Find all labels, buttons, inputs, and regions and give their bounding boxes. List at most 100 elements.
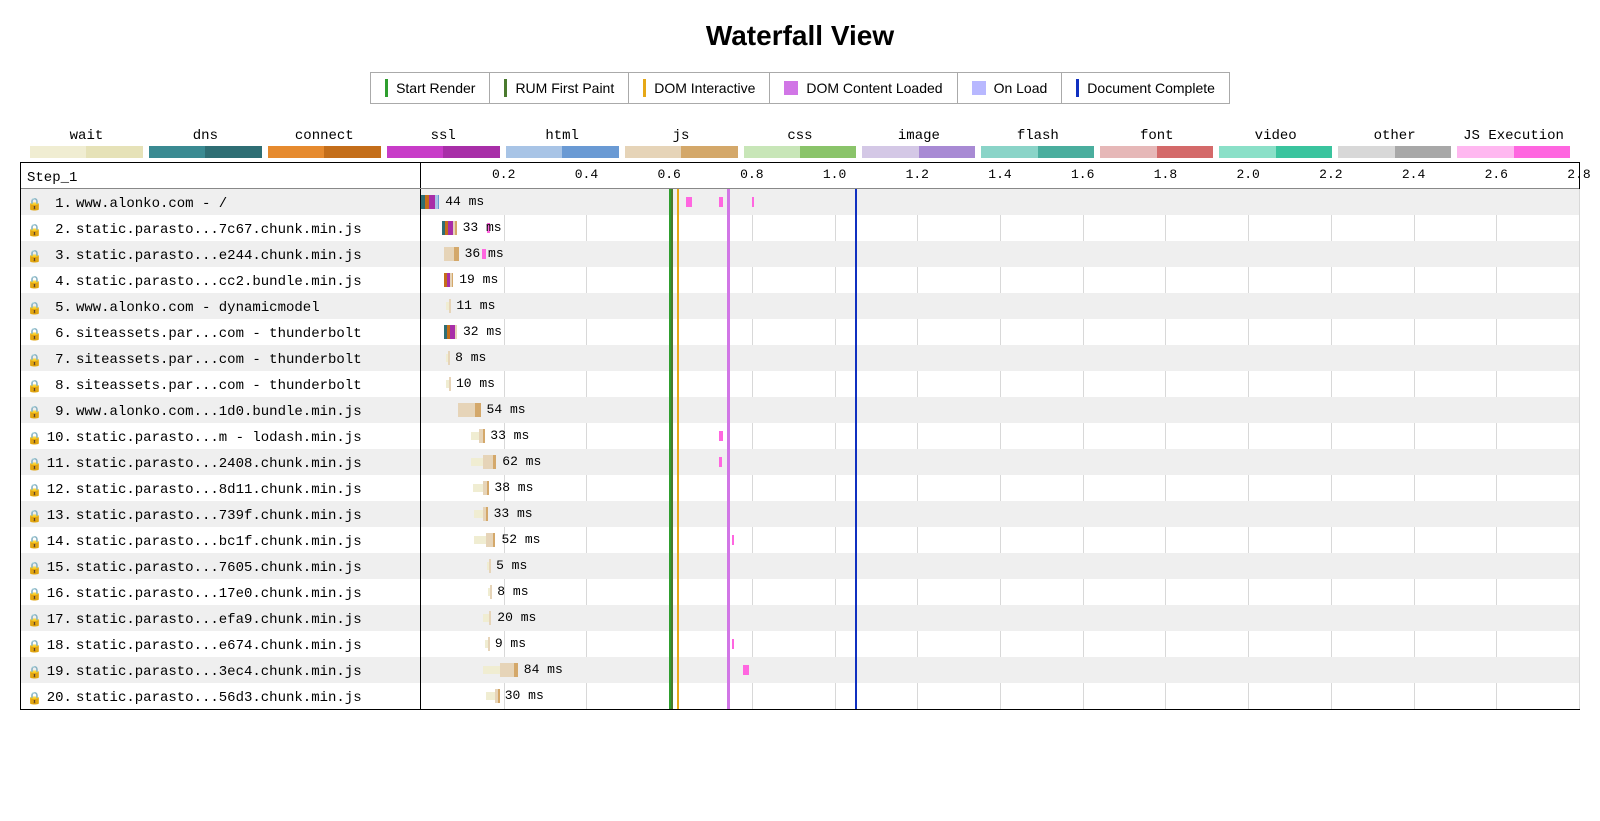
request-label[interactable]: 🔒19. static.parasto...3ec4.chunk.min.js: [21, 657, 421, 683]
request-timeline[interactable]: 30 ms: [421, 683, 1579, 709]
request-label[interactable]: 🔒15. static.parasto...7605.chunk.min.js: [21, 553, 421, 579]
type-label: js: [625, 128, 738, 144]
request-number: 2.: [46, 222, 72, 238]
request-timeline[interactable]: 52 ms: [421, 527, 1579, 553]
request-timeline[interactable]: 19 ms: [421, 267, 1579, 293]
request-timeline[interactable]: 11 ms: [421, 293, 1579, 319]
waterfall-row[interactable]: 🔒18. static.parasto...e674.chunk.min.js9…: [21, 631, 1579, 657]
waterfall-row[interactable]: 🔒14. static.parasto...bc1f.chunk.min.js5…: [21, 527, 1579, 553]
request-number: 12.: [46, 482, 72, 498]
waterfall-row[interactable]: 🔒20. static.parasto...56d3.chunk.min.js 3…: [21, 683, 1579, 709]
request-label[interactable]: 🔒7. siteassets.par...com - thunderbolt: [21, 345, 421, 371]
waterfall-row[interactable]: 🔒19. static.parasto...3ec4.chunk.min.js 8…: [21, 657, 1579, 683]
timing-segment: [449, 377, 451, 391]
lock-icon: 🔒: [27, 405, 42, 420]
waterfall-row[interactable]: 🔒10. static.parasto...m - lodash.min.js3…: [21, 423, 1579, 449]
request-label[interactable]: 🔒13. static.parasto...739f.chunk.min.js: [21, 501, 421, 527]
request-label[interactable]: 🔒17. static.parasto...efa9.chunk.min.js: [21, 605, 421, 631]
waterfall-row[interactable]: 🔒6. siteassets.par...com - thunderbolt32…: [21, 319, 1579, 345]
request-timeline[interactable]: 20 ms: [421, 605, 1579, 631]
lock-icon: 🔒: [27, 665, 42, 680]
request-number: 1.: [46, 196, 72, 212]
duration-label: 19 ms: [459, 272, 498, 287]
type-swatch: [149, 146, 262, 158]
waterfall-row[interactable]: 🔒4. static.parasto...cc2.bundle.min.js 19…: [21, 267, 1579, 293]
request-label[interactable]: 🔒9. www.alonko.com...1d0.bundle.min.js: [21, 397, 421, 423]
milestone-label: Start Render: [396, 80, 475, 96]
request-label[interactable]: 🔒11. static.parasto...2408.chunk.min.js: [21, 449, 421, 475]
lock-icon: 🔒: [27, 639, 42, 654]
request-timeline[interactable]: 36 ms: [421, 241, 1579, 267]
type-swatch: [1338, 146, 1451, 158]
waterfall-row[interactable]: 🔒15. static.parasto...7605.chunk.min.js 5…: [21, 553, 1579, 579]
waterfall-row[interactable]: 🔒17. static.parasto...efa9.chunk.min.js2…: [21, 605, 1579, 631]
request-label[interactable]: 🔒10. static.parasto...m - lodash.min.js: [21, 423, 421, 449]
duration-label: 84 ms: [524, 662, 563, 677]
request-url: static.parasto...8d11.chunk.min.js: [76, 482, 362, 498]
waterfall-row[interactable]: 🔒16. static.parasto...17e0.chunk.min.js8…: [21, 579, 1579, 605]
milestone-swatch: [643, 79, 646, 97]
request-timeline[interactable]: 8 ms: [421, 345, 1579, 371]
request-url: static.parasto...7c67.chunk.min.js: [76, 222, 362, 238]
request-number: 11.: [46, 456, 72, 472]
duration-label: 62 ms: [502, 454, 541, 469]
waterfall-row[interactable]: 🔒9. www.alonko.com...1d0.bundle.min.js54…: [21, 397, 1579, 423]
waterfall-row[interactable]: 🔒8. siteassets.par...com - thunderbolt10…: [21, 371, 1579, 397]
request-timeline[interactable]: 44 ms: [421, 189, 1579, 215]
type-label: font: [1100, 128, 1213, 144]
waterfall-row[interactable]: 🔒1. www.alonko.com - /44 ms: [21, 189, 1579, 215]
request-label[interactable]: 🔒1. www.alonko.com - /: [21, 189, 421, 215]
request-timeline[interactable]: 8 ms: [421, 579, 1579, 605]
duration-label: 30 ms: [505, 688, 544, 703]
request-number: 20.: [46, 690, 72, 706]
request-label[interactable]: 🔒14. static.parasto...bc1f.chunk.min.js: [21, 527, 421, 553]
axis-tick-label: 0.8: [740, 167, 763, 182]
request-timeline[interactable]: 32 ms: [421, 319, 1579, 345]
type-legend-item: flash: [981, 128, 1094, 158]
lock-icon: 🔒: [27, 509, 42, 524]
type-legend-item: image: [862, 128, 975, 158]
type-swatch: [625, 146, 738, 158]
request-label[interactable]: 🔒5. www.alonko.com - dynamicmodel: [21, 293, 421, 319]
request-number: 9.: [46, 404, 72, 420]
timing-segment: [474, 536, 486, 544]
request-label[interactable]: 🔒8. siteassets.par...com - thunderbolt: [21, 371, 421, 397]
waterfall-row[interactable]: 🔒5. www.alonko.com - dynamicmodel11 ms: [21, 293, 1579, 319]
request-timeline[interactable]: 9 ms: [421, 631, 1579, 657]
request-timeline[interactable]: 62 ms: [421, 449, 1579, 475]
timing-segment: [486, 692, 494, 700]
js-exec-tick: [752, 197, 754, 207]
request-timeline[interactable]: 33 ms: [421, 501, 1579, 527]
milestone-swatch: [504, 79, 507, 97]
request-timeline[interactable]: 84 ms: [421, 657, 1579, 683]
request-timeline[interactable]: 33 ms: [421, 423, 1579, 449]
request-label[interactable]: 🔒16. static.parasto...17e0.chunk.min.js: [21, 579, 421, 605]
duration-label: 38 ms: [494, 480, 533, 495]
timing-segment: [486, 533, 493, 547]
request-timeline[interactable]: 10 ms: [421, 371, 1579, 397]
request-label[interactable]: 🔒20. static.parasto...56d3.chunk.min.js: [21, 683, 421, 709]
request-timeline[interactable]: 38 ms: [421, 475, 1579, 501]
duration-label: 5 ms: [496, 558, 527, 573]
timing-segment: [452, 273, 454, 287]
type-swatch: [1219, 146, 1332, 158]
request-url: www.alonko.com - /: [76, 196, 227, 212]
request-label[interactable]: 🔒18. static.parasto...e674.chunk.min.js: [21, 631, 421, 657]
timing-segment: [486, 507, 488, 521]
waterfall-row[interactable]: 🔒12. static.parasto...8d11.chunk.min.js 3…: [21, 475, 1579, 501]
waterfall-row[interactable]: 🔒7. siteassets.par...com - thunderbolt8 …: [21, 345, 1579, 371]
request-url: static.parasto...17e0.chunk.min.js: [76, 586, 362, 602]
waterfall-row[interactable]: 🔒11. static.parasto...2408.chunk.min.js 6…: [21, 449, 1579, 475]
waterfall-row[interactable]: 🔒13. static.parasto...739f.chunk.min.js3…: [21, 501, 1579, 527]
waterfall-row[interactable]: 🔒3. static.parasto...e244.chunk.min.js36…: [21, 241, 1579, 267]
request-timeline[interactable]: 54 ms: [421, 397, 1579, 423]
request-timeline[interactable]: 5 ms: [421, 553, 1579, 579]
request-label[interactable]: 🔒12. static.parasto...8d11.chunk.min.js: [21, 475, 421, 501]
request-label[interactable]: 🔒4. static.parasto...cc2.bundle.min.js: [21, 267, 421, 293]
waterfall-row[interactable]: 🔒2. static.parasto...7c67.chunk.min.js33…: [21, 215, 1579, 241]
type-legend-item: font: [1100, 128, 1213, 158]
request-label[interactable]: 🔒3. static.parasto...e244.chunk.min.js: [21, 241, 421, 267]
request-timeline[interactable]: 33 ms: [421, 215, 1579, 241]
request-label[interactable]: 🔒6. siteassets.par...com - thunderbolt: [21, 319, 421, 345]
request-label[interactable]: 🔒2. static.parasto...7c67.chunk.min.js: [21, 215, 421, 241]
